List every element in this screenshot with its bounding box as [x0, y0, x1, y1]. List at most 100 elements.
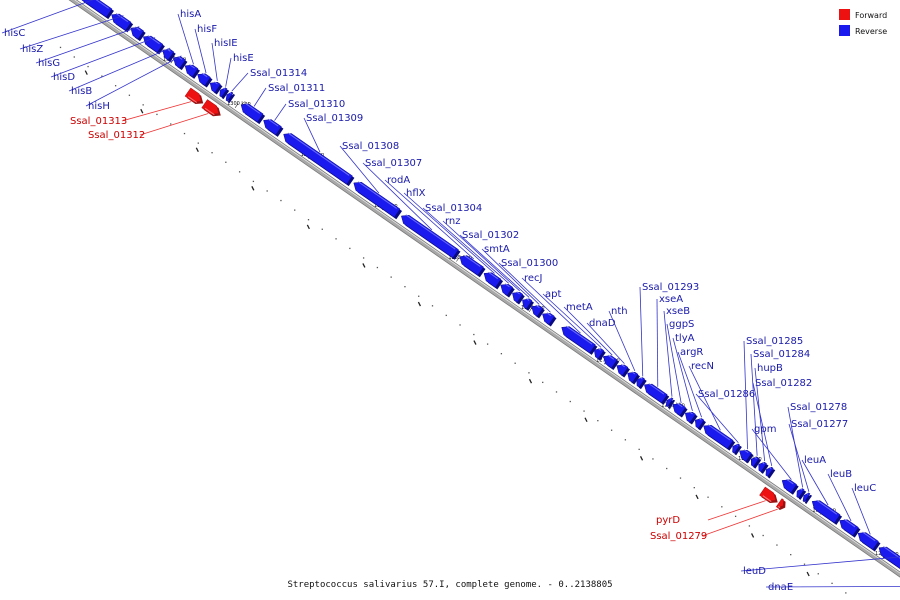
gene-arrow — [758, 461, 767, 473]
gene-highlight — [648, 383, 665, 395]
track-shadow — [68, 0, 900, 578]
gene-label: Ssal_01307 — [365, 158, 422, 169]
gene-arrow — [184, 64, 199, 78]
gene-highlight — [597, 348, 602, 351]
gene-highlight — [769, 467, 772, 470]
gene-connector — [68, 47, 171, 92]
gene-highlight — [147, 35, 160, 45]
gene-connector — [231, 72, 249, 92]
guide-dot — [528, 372, 530, 374]
gene-arrow — [201, 99, 220, 115]
gene-arrow — [561, 326, 596, 354]
gene-arrow — [593, 348, 605, 360]
gene-label: hisH — [88, 101, 110, 112]
guide-dot — [280, 199, 282, 202]
gene-connector — [677, 351, 702, 418]
guide-dot — [666, 467, 668, 470]
guide-dot — [404, 286, 406, 288]
guide-dot — [211, 152, 213, 154]
gene-arrow — [401, 215, 459, 259]
gene-label: Ssal_01282 — [755, 378, 812, 389]
gene-label: dnaD — [589, 318, 616, 329]
guide-dash — [195, 147, 199, 153]
gene-label: smtA — [484, 244, 510, 255]
gene-arrow — [796, 488, 805, 499]
guide-dot — [776, 544, 778, 546]
gene-arrow — [672, 403, 686, 416]
gene-arrow — [483, 272, 502, 288]
gene-label: leuD — [743, 566, 766, 577]
gene-connector — [303, 117, 321, 153]
guide-dot — [831, 582, 833, 585]
gene-connector — [639, 286, 644, 377]
gene-connector — [253, 87, 267, 107]
gene-connector — [50, 37, 156, 78]
gene-arrow — [703, 425, 734, 449]
gene-arrow — [750, 456, 760, 467]
guide-dot — [817, 573, 819, 575]
guide-dot — [486, 343, 489, 345]
guide-dot — [128, 94, 131, 96]
guide-dot — [335, 238, 337, 240]
guide-dash — [639, 456, 644, 461]
gene-arrow — [225, 91, 234, 102]
gene-arrow — [811, 500, 841, 524]
gene-label: Ssal_01311 — [268, 83, 325, 94]
guide-dash — [417, 301, 422, 307]
gene-connector — [442, 220, 520, 292]
guide-dot — [390, 276, 392, 278]
guide-dash — [140, 108, 144, 114]
gene-highlight — [806, 492, 809, 495]
scale-tick — [234, 103, 239, 108]
gene-arrow — [500, 284, 514, 296]
gene-label: Ssal_01277 — [791, 419, 848, 430]
guide-dot — [734, 515, 737, 518]
gene-label: Ssal_01309 — [306, 113, 363, 124]
gene-label: hupB — [757, 363, 783, 374]
gene-connector — [459, 234, 530, 298]
gene-highlight — [229, 92, 232, 94]
gene-arrow — [184, 87, 202, 103]
gene-highlight — [862, 531, 876, 542]
gene-highlight — [754, 456, 758, 459]
gene-connector — [827, 473, 852, 522]
gene-highlight — [526, 298, 530, 301]
gene-label: leuC — [854, 483, 876, 494]
gene-label: hisE — [233, 53, 254, 64]
gene-label: hisC — [4, 28, 25, 39]
guide-dash — [806, 571, 810, 577]
gene-label: xseA — [659, 294, 683, 305]
gene-arrow — [684, 411, 696, 423]
guide-dot — [542, 381, 544, 384]
gene-label: Ssal_01300 — [501, 258, 558, 269]
gene-highlight — [735, 443, 739, 446]
gene-label: leuA — [804, 455, 826, 466]
gene-connector — [422, 207, 509, 284]
gene-connector — [384, 179, 474, 260]
gene-connector — [35, 26, 140, 64]
gene-arrow — [627, 371, 639, 383]
gene-label: dnaE — [768, 582, 793, 593]
guide-dash — [751, 533, 755, 538]
guide-dot — [473, 333, 475, 336]
gene-label: Ssal_01286 — [698, 389, 755, 400]
gene-arrow — [459, 255, 484, 276]
gene-highlight — [640, 377, 643, 380]
gene-label: Ssal_01285 — [746, 336, 803, 347]
guide-dot — [500, 353, 503, 355]
gene-label: nth — [611, 306, 628, 317]
gene-arrow — [775, 498, 784, 509]
gene-connector — [751, 428, 792, 480]
gene-label: Ssal_01293 — [642, 282, 699, 293]
gene-label: rnz — [445, 216, 461, 227]
gene-label: Ssal_01308 — [342, 141, 399, 152]
gene-highlight — [95, 0, 109, 9]
gene-highlight — [707, 424, 731, 441]
guide-dash — [528, 378, 533, 384]
gene-arrow — [162, 49, 175, 61]
gene-label: Ssal_01312 — [88, 130, 145, 141]
gene-connector — [787, 406, 804, 488]
guide-dot — [790, 553, 792, 556]
gene-label: leuB — [830, 469, 852, 480]
gene-arrow — [665, 397, 674, 408]
